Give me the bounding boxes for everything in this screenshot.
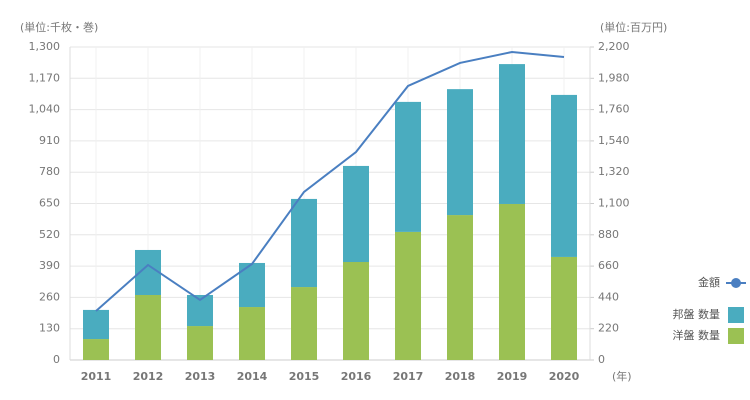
y2-tick-label: 1,760 (598, 103, 630, 116)
bar-segment (291, 287, 317, 360)
y2-tick-label: 880 (598, 228, 619, 241)
x-tick-label: 2017 (393, 370, 424, 383)
bar-segment (187, 326, 213, 360)
y-tick-label: 130 (39, 322, 60, 335)
bar-segment (83, 309, 109, 340)
x-tick-label: 2013 (185, 370, 216, 383)
x-tick-label: 2012 (133, 370, 164, 383)
y-tick-label: 520 (39, 228, 60, 241)
y2-tick-label: 1,540 (598, 134, 630, 147)
x-tick-label: 2015 (289, 370, 320, 383)
bar-segment (343, 165, 369, 263)
bar-segment (447, 89, 473, 216)
y-tick-label: 1,170 (29, 71, 61, 84)
legend-swatch (728, 328, 744, 344)
y-tick-label: 0 (53, 353, 60, 366)
y-tick-label: 780 (39, 165, 60, 178)
x-axis-label: (年) (612, 369, 632, 383)
y2-tick-label: 1,320 (598, 165, 630, 178)
legend-label: 邦盤 数量 (673, 308, 721, 321)
bar-segment (395, 231, 421, 360)
y2-tick-label: 440 (598, 290, 619, 303)
x-tick-label: 2019 (497, 370, 528, 383)
bar-segment (499, 203, 525, 360)
x-tick-label: 2018 (445, 370, 476, 383)
bar-segment (551, 94, 577, 257)
y-tick-label: 260 (39, 290, 60, 303)
x-tick-label: 2011 (81, 370, 112, 383)
y2-tick-label: 2,200 (598, 40, 630, 53)
y2-axis-label: (単位:百万円) (600, 20, 667, 34)
y-tick-label: 910 (39, 134, 60, 147)
bar-segment (291, 198, 317, 288)
y2-tick-label: 220 (598, 322, 619, 335)
y2-tick-label: 0 (598, 353, 605, 366)
legend-label: 金額 (698, 275, 720, 289)
y-axis-label: (単位:千枚・巻) (20, 20, 98, 34)
y-tick-label: 390 (39, 259, 60, 272)
bar-segment (343, 262, 369, 360)
amount-line (95, 50, 565, 312)
legend-marker (731, 278, 741, 288)
bar-segment (499, 64, 525, 204)
y2-tick-label: 1,100 (598, 197, 630, 210)
y-tick-label: 1,040 (29, 103, 61, 116)
legend-label: 洋盤 数量 (673, 328, 721, 342)
legend-swatch (728, 307, 744, 323)
bar-segment (395, 101, 421, 232)
y-tick-label: 650 (39, 197, 60, 210)
y-tick-label: 1,300 (29, 40, 61, 53)
x-tick-label: 2014 (237, 370, 268, 383)
bar-segment (83, 339, 109, 360)
bar-segment (447, 215, 473, 360)
y2-tick-label: 660 (598, 259, 619, 272)
bar-segment (551, 256, 577, 360)
bar-segment (239, 307, 265, 360)
y2-tick-label: 1,980 (598, 71, 630, 84)
bar-segment (135, 294, 161, 360)
x-tick-label: 2016 (341, 370, 372, 383)
x-tick-label: 2020 (549, 370, 580, 383)
